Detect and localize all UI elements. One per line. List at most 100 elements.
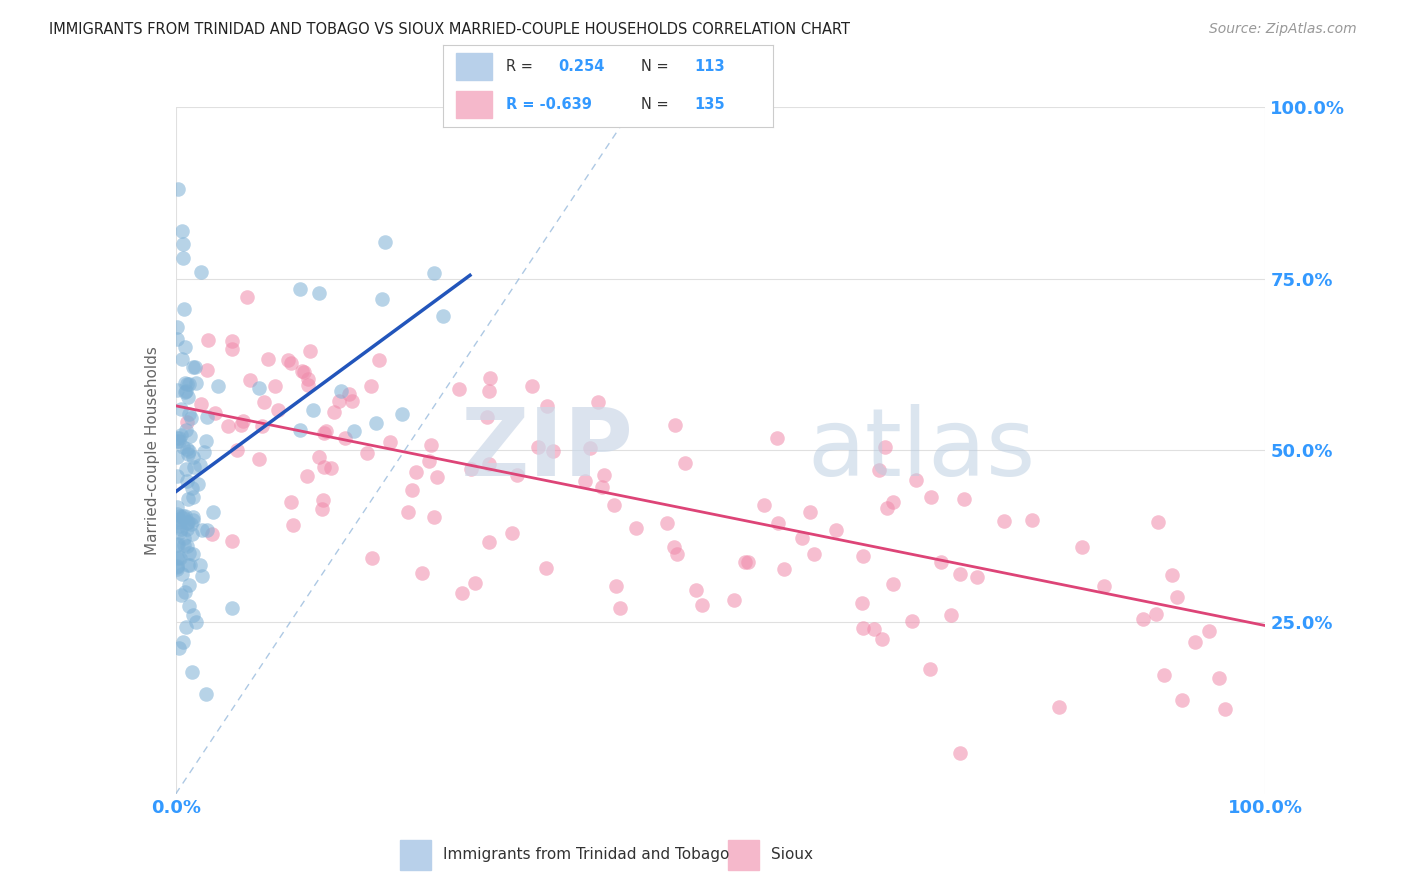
Point [772,562,794,576]
Point [292,365,315,379]
Point [174,508,197,523]
Point [603,498,626,512]
Point [734,555,756,569]
Point [281,518,304,533]
Point [188,458,211,473]
Point [993,514,1015,528]
Point [176,376,198,391]
Point [188,558,211,573]
Point [288,281,311,295]
Point [166,450,188,464]
Point [541,444,564,458]
Point [478,457,501,471]
Point [195,687,218,701]
Point [183,490,205,504]
Point [197,334,219,348]
Point [624,521,647,535]
Point [882,495,904,509]
Point [754,498,776,512]
Point [477,410,499,425]
Point [299,344,322,359]
Point [167,182,190,196]
Point [534,560,557,574]
Point [169,522,191,536]
Point [180,526,202,541]
Point [166,434,188,449]
Point [302,403,325,417]
Point [173,538,195,552]
Point [330,384,353,399]
Point [236,290,259,304]
Point [166,431,188,445]
Point [723,593,745,607]
Point [221,334,243,348]
Point [195,409,218,424]
Point [247,452,270,467]
Point [177,407,200,421]
Point [176,516,198,530]
Point [1166,590,1188,604]
Point [184,359,207,374]
Point [460,462,482,476]
Point [863,622,886,636]
Text: 0.254: 0.254 [558,59,605,74]
Point [1213,702,1236,716]
Point [799,506,821,520]
Point [176,462,198,476]
Point [176,540,198,554]
Point [166,500,188,515]
Point [170,428,193,442]
Point [181,481,204,495]
Point [478,535,501,549]
Point [174,423,197,437]
Point [593,467,616,482]
Point [201,526,224,541]
Point [173,532,195,546]
Point [180,411,202,425]
Point [464,575,486,590]
Point [179,429,201,443]
Text: Immigrants from Trinidad and Tobago: Immigrants from Trinidad and Tobago [443,847,730,862]
Point [167,515,190,529]
Point [378,435,401,450]
Point [876,501,898,516]
Point [478,384,501,398]
Point [181,450,204,464]
Point [174,384,197,398]
Point [172,635,194,649]
Point [1208,671,1230,685]
Point [426,470,449,484]
Point [264,379,287,393]
Point [173,585,195,599]
Point [949,746,972,760]
Point [253,394,276,409]
Point [527,440,550,454]
Point [501,526,523,541]
Point [852,621,875,635]
Point [949,567,972,582]
Point [1147,516,1170,530]
Point [190,265,212,279]
Point [181,547,204,561]
Point [405,465,427,479]
Point [664,417,686,432]
Point [319,461,342,475]
Point [766,431,789,445]
Point [420,438,443,452]
Point [308,285,330,300]
Point [221,601,243,615]
Text: IMMIGRANTS FROM TRINIDAD AND TOBAGO VS SIOUX MARRIED-COUPLE HOUSEHOLDS CORRELATI: IMMIGRANTS FROM TRINIDAD AND TOBAGO VS S… [49,22,851,37]
Point [231,414,253,428]
Point [247,381,270,395]
Point [177,491,200,506]
Point [177,578,200,592]
Point [169,508,191,523]
Point [204,406,226,420]
Point [172,511,194,525]
Point [343,424,366,438]
Point [374,235,396,250]
Point [172,440,194,454]
Point [297,378,319,392]
Point [1171,693,1194,707]
Point [166,507,188,521]
